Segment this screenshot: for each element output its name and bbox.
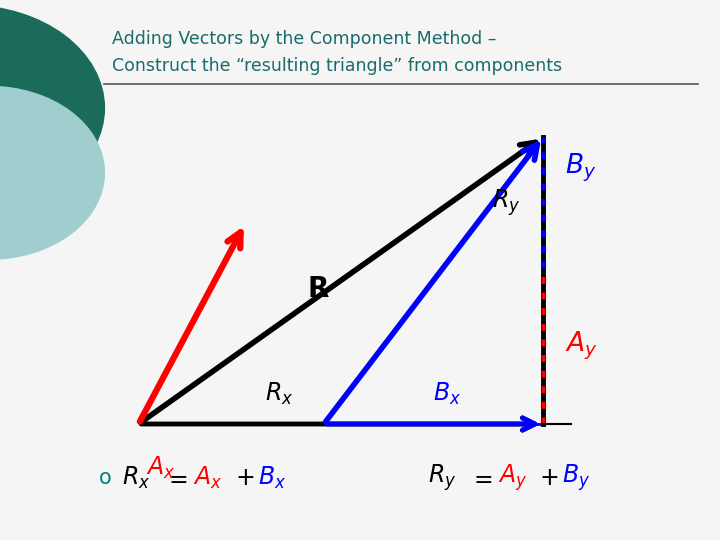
Text: Adding Vectors by the Component Method –: Adding Vectors by the Component Method – — [112, 30, 496, 48]
Circle shape — [0, 86, 104, 259]
Text: $R_x$: $R_x$ — [122, 465, 150, 491]
Text: $R_y$: $R_y$ — [492, 187, 521, 218]
Text: Construct the “resulting triangle” from components: Construct the “resulting triangle” from … — [112, 57, 562, 75]
Text: $+$: $+$ — [539, 466, 558, 490]
Text: $B_x$: $B_x$ — [433, 381, 462, 407]
Text: $A_y$: $A_y$ — [565, 330, 598, 362]
Text: $R_y$: $R_y$ — [428, 463, 456, 493]
Circle shape — [0, 5, 104, 211]
Text: $R_x$: $R_x$ — [265, 381, 293, 407]
Text: $+$: $+$ — [235, 466, 254, 490]
Text: R: R — [307, 275, 329, 303]
Text: $A_y$: $A_y$ — [498, 463, 528, 493]
Text: $=$: $=$ — [164, 466, 188, 490]
Text: $A_x$: $A_x$ — [193, 465, 222, 491]
Text: o: o — [99, 468, 112, 488]
Text: $=$: $=$ — [469, 466, 493, 490]
Text: $B_y$: $B_y$ — [565, 152, 597, 185]
Text: $B_y$: $B_y$ — [562, 463, 590, 493]
Text: $B_x$: $B_x$ — [258, 465, 286, 491]
Text: $A_x$: $A_x$ — [146, 455, 176, 481]
